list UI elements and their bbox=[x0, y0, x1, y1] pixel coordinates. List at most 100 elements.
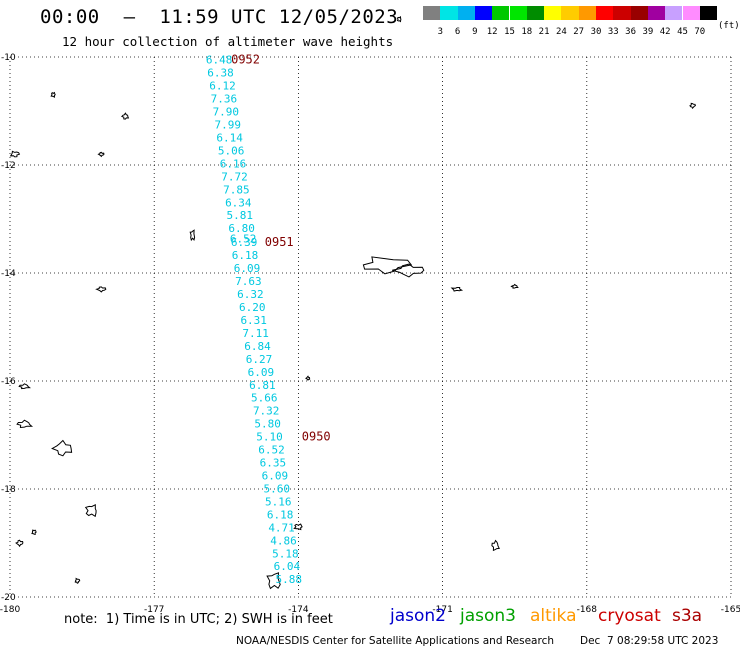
swh-point-label: 7.32 bbox=[253, 405, 280, 418]
credit-date: Dec 7 08:29:58 UTC 2023 bbox=[580, 635, 719, 647]
color-scale-swatch bbox=[630, 6, 648, 20]
swh-point-label: 6.09 bbox=[248, 366, 275, 379]
swh-point-label: 6.27 bbox=[246, 353, 273, 366]
swh-point-label: 6.35 bbox=[260, 457, 287, 470]
island-west-3 bbox=[31, 529, 37, 535]
color-scale-swatch bbox=[509, 6, 527, 20]
color-scale-swatch bbox=[578, 6, 596, 20]
swh-point-label: 7.36 bbox=[211, 93, 238, 106]
lat-tick-label: -18 bbox=[1, 485, 16, 495]
color-scale-swatch bbox=[561, 6, 579, 20]
lon-tick-label: -171 bbox=[432, 605, 452, 615]
swh-point-label: 6.20 bbox=[239, 301, 266, 314]
swh-point-label: 6.52 bbox=[258, 444, 285, 457]
swh-point-label: 6.32 bbox=[237, 288, 264, 301]
color-scale-label: 15 bbox=[504, 27, 515, 37]
color-scale-label: 9 bbox=[472, 27, 478, 37]
color-scale-label: 36 bbox=[625, 27, 637, 37]
swh-point-label: 7.90 bbox=[213, 106, 240, 119]
island-north-1 bbox=[50, 91, 56, 98]
swh-point-label: 6.18 bbox=[267, 508, 294, 521]
color-scale-label: 42 bbox=[659, 27, 671, 37]
island-ofu bbox=[510, 283, 519, 289]
time-label: 0951 bbox=[265, 235, 294, 249]
swh-point-label: 6.39 bbox=[231, 236, 258, 249]
lon-tick-label: -165 bbox=[721, 605, 740, 615]
island-haapai bbox=[266, 572, 281, 590]
swh-point-label: 6.80 bbox=[228, 222, 255, 235]
swh-point-label: 6.81 bbox=[249, 379, 276, 392]
lon-tick-label: -168 bbox=[577, 605, 598, 615]
island-fiji-lau-1 bbox=[51, 439, 73, 457]
swh-point-label: 4.86 bbox=[270, 534, 297, 547]
color-scale-label: 27 bbox=[573, 27, 585, 37]
swh-point-label: 5.16 bbox=[265, 495, 292, 508]
swh-point-label: 6.09 bbox=[234, 262, 261, 275]
lat-tick-label: -20 bbox=[1, 593, 16, 603]
legend-s3a: s3a bbox=[672, 606, 703, 626]
color-scale-label: 39 bbox=[642, 27, 654, 37]
color-scale-swatch bbox=[457, 6, 475, 20]
swh-point-label: 7.63 bbox=[235, 275, 262, 288]
island-west-1 bbox=[9, 150, 21, 158]
swh-point-label: 6.84 bbox=[244, 340, 271, 353]
color-scale-label: 30 bbox=[590, 27, 602, 37]
swh-point-label: 7.85 bbox=[223, 183, 250, 196]
color-scale-label: 12 bbox=[486, 27, 498, 37]
island-north-2 bbox=[121, 112, 130, 120]
island-samoa-savaii bbox=[392, 263, 425, 278]
swh-point-label: 6.52 bbox=[230, 232, 257, 245]
color-scale-label: 18 bbox=[521, 27, 533, 37]
page-subtitle: 12 hour collection of altimeter wave hei… bbox=[62, 34, 394, 49]
color-scale-swatch bbox=[647, 6, 666, 20]
swh-point-label: 6.09 bbox=[262, 470, 289, 483]
color-scale-label: 45 bbox=[677, 27, 688, 37]
color-scale-label: 70 bbox=[694, 27, 706, 37]
legend-cryosat: cryosat bbox=[598, 606, 661, 626]
color-scale-swatch bbox=[544, 6, 562, 20]
color-scale-swatch bbox=[665, 6, 683, 20]
color-scale-swatch bbox=[423, 6, 441, 20]
island-vava-u bbox=[293, 523, 303, 531]
legend-jason3: jason3 bbox=[460, 606, 516, 626]
island-north-3 bbox=[97, 151, 105, 158]
color-scale-swatch bbox=[613, 6, 631, 20]
swh-point-label: 4.71 bbox=[268, 521, 295, 534]
swh-point-label: 6.38 bbox=[207, 67, 234, 80]
swh-point-label: 7.72 bbox=[221, 170, 248, 183]
island-wallis bbox=[189, 229, 196, 242]
color-scale-swatch bbox=[596, 6, 614, 20]
island-west-4 bbox=[15, 539, 24, 548]
island-niuatoputapu bbox=[304, 375, 311, 381]
swh-point-label: 6.12 bbox=[209, 80, 236, 93]
credit-text: NOAA/NESDIS Center for Satellite Applica… bbox=[236, 635, 554, 647]
island-fiji-lau-2 bbox=[84, 503, 97, 518]
color-scale-swatch bbox=[474, 6, 493, 20]
lat-tick-label: -10 bbox=[1, 53, 16, 63]
swh-point-label: 5.66 bbox=[251, 392, 278, 405]
island-west-5 bbox=[74, 577, 81, 584]
lat-tick-label: -16 bbox=[1, 377, 16, 387]
swh-point-label: 5.60 bbox=[264, 482, 291, 495]
color-scale-swatch bbox=[699, 6, 718, 20]
color-scale-label: 6 bbox=[454, 27, 461, 37]
color-scale-label: 21 bbox=[538, 27, 550, 37]
legend-jason2: jason2 bbox=[390, 606, 446, 626]
swh-point-label: 6.16 bbox=[220, 157, 247, 170]
swh-point-label: 6.31 bbox=[240, 314, 267, 327]
color-scale-label: 24 bbox=[555, 27, 567, 37]
lat-tick-label: -12 bbox=[1, 161, 16, 171]
island-american-samoa bbox=[450, 287, 464, 292]
color-scale-swatch bbox=[682, 6, 700, 20]
color-scale-swatch bbox=[526, 6, 545, 20]
island-west-2 bbox=[18, 383, 32, 390]
swh-point-label: 6.34 bbox=[225, 196, 252, 209]
swh-point-label: 5.88 bbox=[276, 573, 303, 586]
swh-point-label: 6.18 bbox=[232, 249, 259, 262]
note-text: note: 1) Time is in UTC; 2) SWH is in fe… bbox=[64, 612, 333, 627]
island-tokelau-2 bbox=[689, 102, 696, 110]
swh-point-label: 5.10 bbox=[256, 431, 283, 444]
island-tokelau-1 bbox=[396, 16, 402, 23]
swh-point-label: 5.80 bbox=[254, 418, 281, 431]
